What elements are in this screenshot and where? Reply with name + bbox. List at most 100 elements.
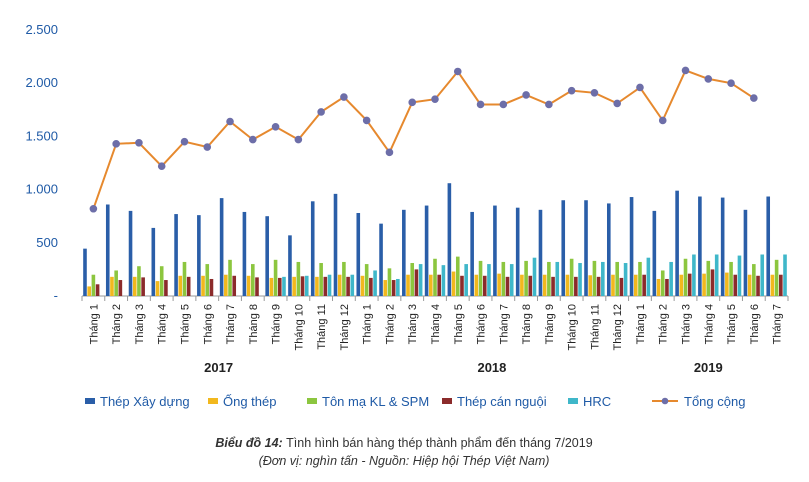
bar-hrc xyxy=(623,263,628,296)
bar-hrc xyxy=(441,265,446,296)
bar-hrc xyxy=(760,254,765,296)
total-point xyxy=(226,117,234,126)
bar-t-n-m-kl-spm xyxy=(364,264,369,296)
bar--ng-th-p xyxy=(542,274,547,296)
bar-hrc xyxy=(327,274,332,296)
total-point xyxy=(499,100,508,109)
legend-label: Tổng cộng xyxy=(684,394,745,409)
bar-th-p-x-y-d-ng xyxy=(652,210,657,296)
bar-th-p-x-y-d-ng xyxy=(447,183,452,296)
x-tick-label: Tháng 1 xyxy=(362,304,374,344)
total-point xyxy=(636,83,644,92)
bar-hrc xyxy=(487,264,491,296)
bar-t-n-m-kl-spm xyxy=(114,270,118,296)
y-tick-label: 2.500 xyxy=(25,22,58,37)
bar-th-p-x-y-d-ng xyxy=(288,235,292,296)
bar-t-n-m-kl-spm xyxy=(228,259,232,296)
bar-th-p-x-y-d-ng xyxy=(402,209,406,296)
x-tick-label: Tháng 5 xyxy=(453,304,465,344)
bar-th-p-c-n-ngu-i xyxy=(277,277,282,296)
bar-th-p-x-y-d-ng xyxy=(470,211,474,296)
bar-th-p-c-n-ngu-i xyxy=(164,280,168,296)
bar-th-p-c-n-ngu-i xyxy=(437,274,441,296)
bar-th-p-c-n-ngu-i xyxy=(733,274,738,296)
total-point xyxy=(453,67,462,76)
x-tick-label: Tháng 3 xyxy=(407,304,419,344)
bar-th-p-x-y-d-ng xyxy=(356,213,361,296)
bar-t-n-m-kl-spm xyxy=(524,260,528,296)
bar-hrc xyxy=(350,274,355,296)
total-point xyxy=(476,100,485,109)
y-tick-label: 500 xyxy=(36,235,58,250)
x-tick-label: Tháng 1 xyxy=(635,304,647,344)
bar-th-p-c-n-ngu-i xyxy=(482,275,487,296)
bar--ng-th-p xyxy=(565,274,570,296)
bar--ng-th-p xyxy=(383,280,388,296)
x-tick-label: Tháng 1 xyxy=(88,304,100,344)
bar--ng-th-p xyxy=(747,274,752,296)
bar--ng-th-p xyxy=(246,275,251,296)
bar-hrc xyxy=(669,261,673,296)
bar-t-n-m-kl-spm xyxy=(319,263,323,296)
bar-hrc xyxy=(578,263,582,296)
bar-t-n-m-kl-spm xyxy=(251,264,255,296)
x-tick-label: Tháng 11 xyxy=(316,304,328,350)
bar-th-p-c-n-ngu-i xyxy=(141,277,145,296)
chart-title-text: Tình hình bán hàng thép thành phẩm đến t… xyxy=(286,436,593,450)
bar--ng-th-p xyxy=(406,274,410,296)
bar-t-n-m-kl-spm xyxy=(752,264,756,296)
bar-t-n-m-kl-spm xyxy=(569,258,574,296)
bar--ng-th-p xyxy=(201,275,205,296)
bar-th-p-c-n-ngu-i xyxy=(665,278,669,296)
bar--ng-th-p xyxy=(429,274,433,296)
bar-th-p-c-n-ngu-i xyxy=(460,275,464,296)
total-point xyxy=(203,143,212,151)
bar-th-p-x-y-d-ng xyxy=(606,203,611,296)
x-tick-label: Tháng 7 xyxy=(772,304,784,344)
bar-th-p-c-n-ngu-i xyxy=(209,278,214,296)
bar-th-p-c-n-ngu-i xyxy=(619,277,624,296)
bar-t-n-m-kl-spm xyxy=(91,274,96,296)
bar-hrc xyxy=(418,264,423,296)
x-tick-label: Tháng 2 xyxy=(111,304,123,344)
x-tick-label: Tháng 12 xyxy=(612,304,624,350)
bar-th-p-x-y-d-ng xyxy=(219,198,224,296)
bar-th-p-x-y-d-ng xyxy=(698,196,702,296)
bar-th-p-x-y-d-ng xyxy=(242,211,247,296)
x-tick-label: Tháng 9 xyxy=(271,304,283,344)
y-tick-label: 1.000 xyxy=(25,182,58,197)
bar-th-p-c-n-ngu-i xyxy=(756,275,760,296)
x-tick-label: Tháng 2 xyxy=(384,304,396,344)
legend-swatch xyxy=(85,398,95,404)
bar--ng-th-p xyxy=(451,271,456,296)
bar-t-n-m-kl-spm xyxy=(592,260,597,296)
bar-th-p-x-y-d-ng xyxy=(265,216,269,296)
legend-swatch xyxy=(568,398,578,404)
bar-th-p-x-y-d-ng xyxy=(515,207,520,296)
total-point xyxy=(294,135,303,144)
bar-th-p-x-y-d-ng xyxy=(379,223,383,296)
bar-hrc xyxy=(509,264,514,296)
bar-th-p-c-n-ngu-i xyxy=(551,276,555,296)
x-tick-label: Tháng 8 xyxy=(521,304,533,344)
x-tick-label: Tháng 11 xyxy=(589,304,601,350)
x-tick-label: Tháng 6 xyxy=(749,304,761,344)
bar-t-n-m-kl-spm xyxy=(729,261,733,296)
bar-th-p-x-y-d-ng xyxy=(629,197,634,296)
x-tick-label: Tháng 3 xyxy=(681,304,693,344)
total-point xyxy=(135,138,143,147)
bar--ng-th-p xyxy=(656,278,661,296)
bar-th-p-x-y-d-ng xyxy=(128,210,133,296)
x-tick-label: Tháng 4 xyxy=(430,304,442,344)
bar-th-p-c-n-ngu-i xyxy=(687,273,692,296)
bar-th-p-c-n-ngu-i xyxy=(369,277,373,296)
bar-hrc xyxy=(282,276,286,296)
x-tick-label: Tháng 10 xyxy=(293,304,305,350)
total-point xyxy=(613,99,621,108)
bar--ng-th-p xyxy=(178,275,183,296)
bar-th-p-c-n-ngu-i xyxy=(255,277,259,296)
bar-t-n-m-kl-spm xyxy=(683,258,688,296)
x-tick-label: Tháng 5 xyxy=(726,304,738,344)
bar-hrc xyxy=(737,255,742,296)
bar-th-p-x-y-d-ng xyxy=(333,193,338,296)
